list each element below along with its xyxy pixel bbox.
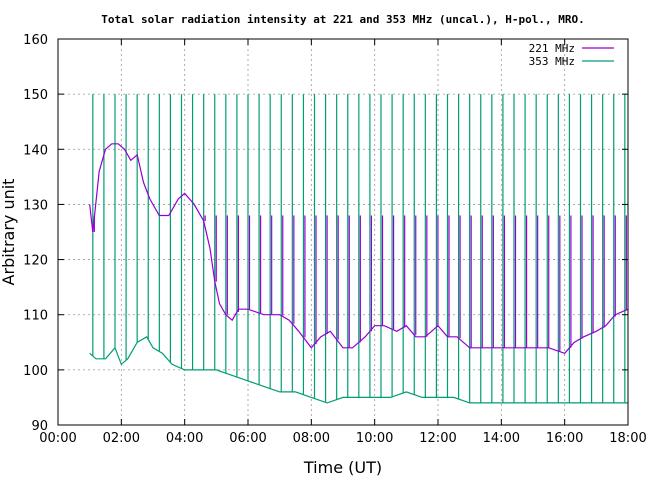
grid: [58, 39, 628, 425]
x-tick-label: 10:00: [356, 431, 393, 446]
x-tick-label: 16:00: [546, 431, 583, 446]
x-tick-label: 00:00: [39, 431, 76, 446]
x-tick-label: 04:00: [166, 431, 203, 446]
chart-title: Total solar radiation intensity at 221 a…: [101, 13, 584, 26]
plot-frame: [57, 38, 629, 426]
x-axis-label: Time (UT): [303, 458, 382, 477]
x-tick-label: 18:00: [609, 431, 646, 446]
calibration-spikes: [92, 94, 627, 403]
y-tick-label: 130: [23, 198, 48, 213]
x-tick-label: 14:00: [483, 431, 520, 446]
x-tick-label: 08:00: [293, 431, 330, 446]
y-tick-label: 110: [23, 309, 48, 324]
x-tick-label: 12:00: [419, 431, 456, 446]
series-lines: [89, 143, 629, 404]
y-tick-label: 150: [23, 88, 48, 103]
series-line-353-mhz: [89, 335, 628, 404]
y-tick-label: 90: [31, 419, 48, 434]
y-tick-label: 100: [23, 364, 48, 379]
legend-label: 221 MHz: [529, 42, 575, 55]
series-line-221-mhz: [89, 143, 629, 354]
x-tick-label: 06:00: [229, 431, 266, 446]
y-axis-label: Arbitrary unit: [0, 179, 18, 286]
y-tick-label: 120: [23, 254, 48, 269]
legend-label: 353 MHz: [529, 55, 575, 68]
axes: 00:00 02:00 04:00 06:00 08:00 10:00 12:00 14:00…: [23, 33, 647, 446]
y-tick-label: 160: [23, 33, 48, 48]
y-tick-label: 140: [23, 143, 48, 158]
x-tick-label: 02:00: [103, 431, 140, 446]
